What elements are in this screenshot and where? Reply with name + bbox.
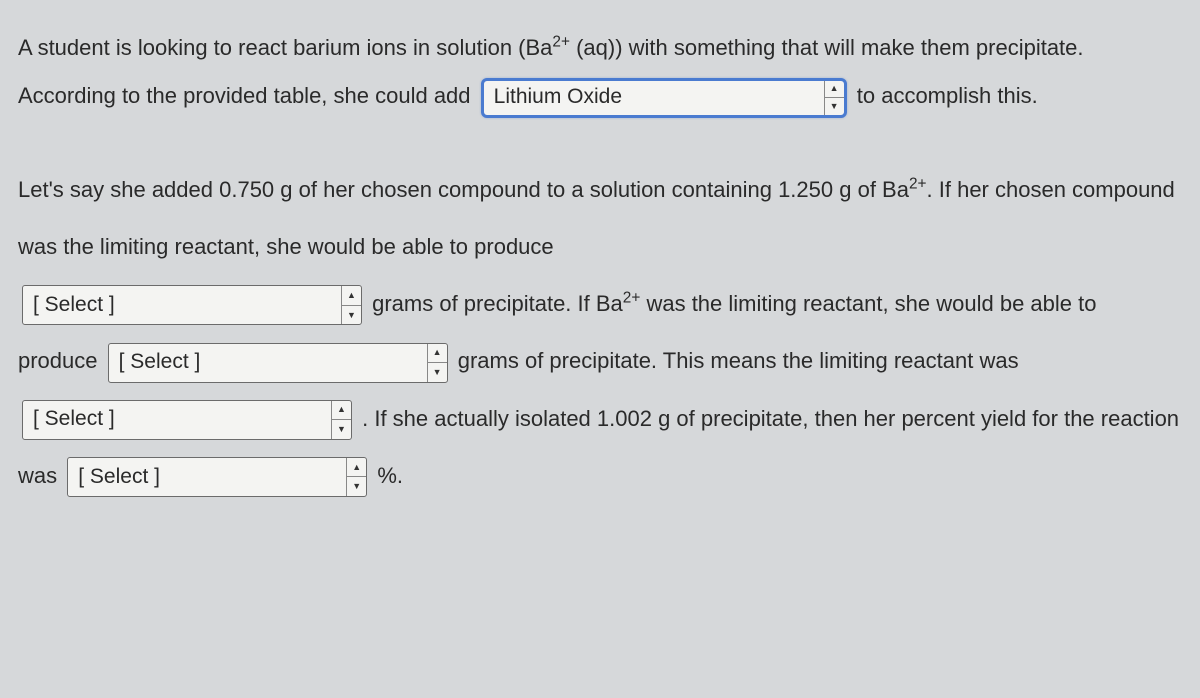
compound-select-value: Lithium Oxide: [484, 74, 824, 120]
stepper-icon: ▲ ▼: [824, 81, 844, 115]
chevron-down-icon: ▼: [428, 363, 447, 382]
chevron-up-icon: ▲: [332, 401, 351, 421]
grams1-select[interactable]: [ Select ] ▲ ▼: [22, 285, 362, 325]
text-segment: %.: [371, 463, 403, 488]
compound-select[interactable]: Lithium Oxide ▲ ▼: [481, 78, 847, 118]
chevron-up-icon: ▲: [825, 81, 844, 99]
yield-select-value: [ Select ]: [68, 450, 346, 505]
superscript: 2+: [552, 34, 570, 51]
chevron-down-icon: ▼: [332, 420, 351, 439]
superscript: 2+: [909, 175, 927, 192]
chevron-up-icon: ▲: [342, 286, 361, 306]
stepper-icon: ▲ ▼: [346, 458, 366, 496]
chevron-down-icon: ▼: [347, 477, 366, 496]
superscript: 2+: [623, 290, 641, 307]
stepper-icon: ▲ ▼: [331, 401, 351, 439]
chevron-down-icon: ▼: [342, 306, 361, 325]
paragraph-2: Let's say she added 0.750 g of her chose…: [18, 161, 1182, 504]
yield-select[interactable]: [ Select ] ▲ ▼: [67, 457, 367, 497]
chevron-up-icon: ▲: [428, 344, 447, 364]
grams2-select[interactable]: [ Select ] ▲ ▼: [108, 343, 448, 383]
text-segment: Let's say she added 0.750 g of her chose…: [18, 177, 909, 202]
stepper-icon: ▲ ▼: [341, 286, 361, 324]
limiting-select[interactable]: [ Select ] ▲ ▼: [22, 400, 352, 440]
grams1-select-value: [ Select ]: [23, 278, 341, 333]
grams2-select-value: [ Select ]: [109, 335, 427, 390]
question-body: A student is looking to react barium ion…: [0, 0, 1200, 522]
chevron-down-icon: ▼: [825, 98, 844, 115]
text-segment: A student is looking to react barium ion…: [18, 35, 552, 60]
text-segment: grams of precipitate. This means the lim…: [452, 348, 1019, 373]
paragraph-1: A student is looking to react barium ion…: [18, 24, 1182, 121]
text-segment: grams of precipitate. If Ba: [366, 291, 623, 316]
stepper-icon: ▲ ▼: [427, 344, 447, 382]
text-segment: to accomplish this.: [851, 83, 1038, 108]
chevron-up-icon: ▲: [347, 458, 366, 478]
limiting-select-value: [ Select ]: [23, 392, 331, 447]
